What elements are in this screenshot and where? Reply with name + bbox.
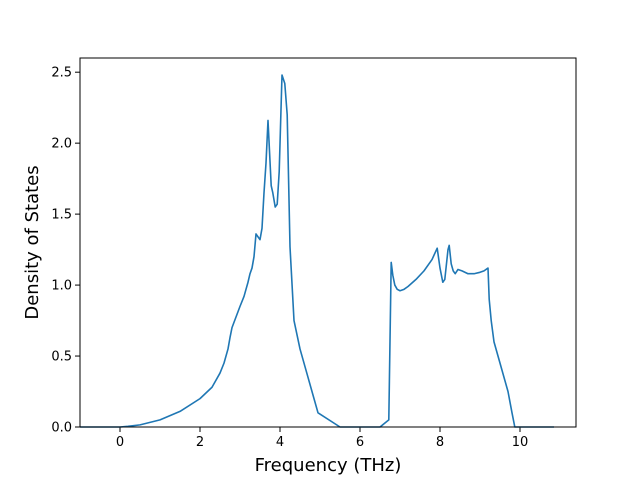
x-tick-label: 6 [356,435,364,450]
y-tick-label: 0.5 [51,350,72,365]
x-tick-label: 4 [276,435,284,450]
x-tick-label: 2 [196,435,204,450]
x-tick-label: 0 [116,435,124,450]
x-axis-label: Frequency (THz) [255,455,402,476]
ticks-layer: 0 2 4 6 8 10 0.0 0.5 1.0 1.5 2.0 2.5 [51,66,528,450]
x-tick-label: 8 [436,435,444,450]
plot-frame [79,57,577,428]
y-tick-label: 0.0 [51,421,72,436]
y-tick-label: 1.5 [51,208,72,223]
y-tick-label: 2.5 [51,66,72,81]
x-tick-label: 10 [512,435,529,450]
y-axis-label: Density of States [22,165,43,319]
y-tick-label: 2.0 [51,137,72,152]
y-tick-label: 1.0 [51,279,72,294]
series-line [80,74,554,428]
